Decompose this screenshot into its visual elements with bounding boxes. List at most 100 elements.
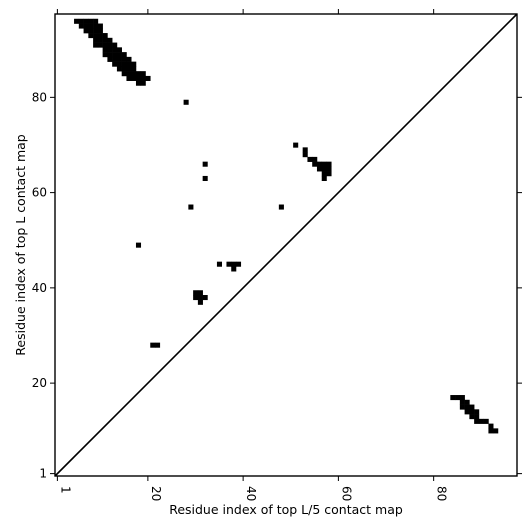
contact-cell-upper (278, 204, 284, 210)
contact-cell-upper (150, 342, 156, 348)
contact-cell-upper (131, 75, 137, 81)
contact-cell-lower (459, 399, 465, 405)
contact-cell-upper (226, 261, 232, 267)
contact-cell-upper (112, 56, 118, 62)
contact-cell-lower (450, 395, 456, 401)
contact-cell-upper (202, 175, 208, 182)
contact-cell-upper (126, 75, 132, 81)
contact-cell-upper (102, 47, 108, 53)
contact-cell-upper (97, 37, 103, 43)
contact-cell-upper (231, 266, 237, 272)
contact-cell-lower (459, 404, 465, 410)
contact-cell-upper (107, 56, 113, 62)
contact-cell-upper (202, 161, 208, 167)
contact-cell-upper (88, 33, 94, 39)
x-tick-label: 1 (58, 486, 72, 494)
contact-cell-lower (474, 414, 480, 420)
contact-cell-upper (193, 290, 199, 296)
contact-cell-upper (121, 66, 127, 72)
contact-cell-upper (197, 290, 203, 296)
contact-cell-upper (107, 37, 113, 43)
contact-cell-upper (112, 61, 118, 67)
contact-cell-lower (474, 418, 480, 424)
contact-cell-upper (102, 37, 108, 43)
contact-cell-upper (116, 61, 122, 67)
contact-cell-upper (140, 80, 146, 86)
contact-cell-upper (307, 156, 313, 162)
contact-cell-upper (145, 75, 151, 81)
contact-cell-upper (97, 28, 103, 34)
contact-cell-upper (88, 28, 94, 34)
contact-cell-upper (112, 52, 118, 58)
contact-cell-upper (97, 33, 103, 39)
contact-cell-upper (183, 99, 189, 105)
contact-cell-upper (131, 66, 137, 72)
contact-cell-upper (112, 42, 118, 48)
contact-cell-upper (93, 42, 99, 48)
contact-cell-upper (326, 161, 332, 167)
contact-cell-upper (135, 75, 142, 81)
contact-cell-upper (126, 56, 132, 62)
contact-cell-upper (121, 71, 127, 77)
contact-cell-upper (102, 42, 108, 48)
contact-cell-upper (135, 80, 142, 86)
contact-cell-upper (88, 23, 94, 29)
contact-cell-upper (93, 28, 99, 34)
contact-cell-upper (235, 261, 242, 267)
contact-cell-lower (464, 409, 470, 415)
diagonal-line (54, 13, 518, 477)
contact-cell-upper (88, 18, 94, 24)
contact-cell-lower (488, 428, 494, 434)
contact-cell-upper (202, 295, 208, 301)
contact-cell-upper (78, 23, 84, 29)
contact-cell-upper (326, 166, 332, 172)
y-axis-ticks: 1 20 40 60 80 (32, 90, 522, 481)
contact-cell-upper (121, 52, 127, 58)
contact-cell-upper (197, 299, 203, 305)
contact-cell-lower (459, 395, 465, 401)
contact-cell-upper (116, 66, 122, 72)
contact-cell-upper (302, 147, 308, 153)
contact-cell-upper (293, 142, 299, 148)
contact-cell-upper (135, 242, 142, 248)
contact-cell-upper (126, 66, 132, 72)
contact-cell-upper (135, 71, 142, 77)
contact-cell-upper (321, 175, 327, 182)
y-tick-label: 1 (39, 467, 47, 481)
y-tick-label: 40 (32, 281, 47, 295)
contact-cell-upper (107, 42, 113, 48)
contact-cell-upper (93, 37, 99, 43)
contact-cell-lower (469, 414, 475, 420)
contact-cell-upper (155, 342, 161, 348)
x-tick-label: 20 (149, 486, 163, 501)
contact-cell-upper (326, 171, 332, 177)
contact-cell-upper (188, 204, 194, 210)
contact-cell-upper (131, 71, 137, 77)
x-tick-label: 40 (244, 486, 258, 501)
x-axis-label: Residue index of top L/5 contact map (169, 502, 403, 517)
contact-cell-upper (102, 52, 108, 58)
plot-frame (54, 13, 518, 477)
contact-cell-lower (474, 409, 480, 415)
contact-cell-upper (112, 47, 118, 53)
contact-cell-lower (483, 418, 489, 424)
contact-cell-upper (78, 18, 84, 24)
contact-cell-upper (97, 23, 103, 29)
contact-cell-upper (140, 75, 146, 81)
contact-cell-upper (116, 56, 122, 62)
contact-cell-lower (464, 399, 470, 405)
contact-cell-upper (83, 18, 89, 24)
contact-cell-upper (97, 42, 103, 48)
contact-cell-lower (455, 395, 461, 401)
contact-cell-upper (321, 171, 327, 177)
contact-cell-lower (478, 418, 484, 424)
contact-cell-upper (231, 261, 237, 267)
x-tick-label: 60 (339, 486, 353, 501)
contact-cell-upper (116, 47, 122, 53)
contact-cell-upper (102, 33, 108, 39)
contact-cell-upper (121, 61, 127, 67)
contact-cell-upper (312, 161, 318, 167)
contact-cell-upper (216, 261, 223, 267)
y-tick-label: 80 (32, 90, 47, 104)
contact-cell-lower (488, 423, 494, 429)
